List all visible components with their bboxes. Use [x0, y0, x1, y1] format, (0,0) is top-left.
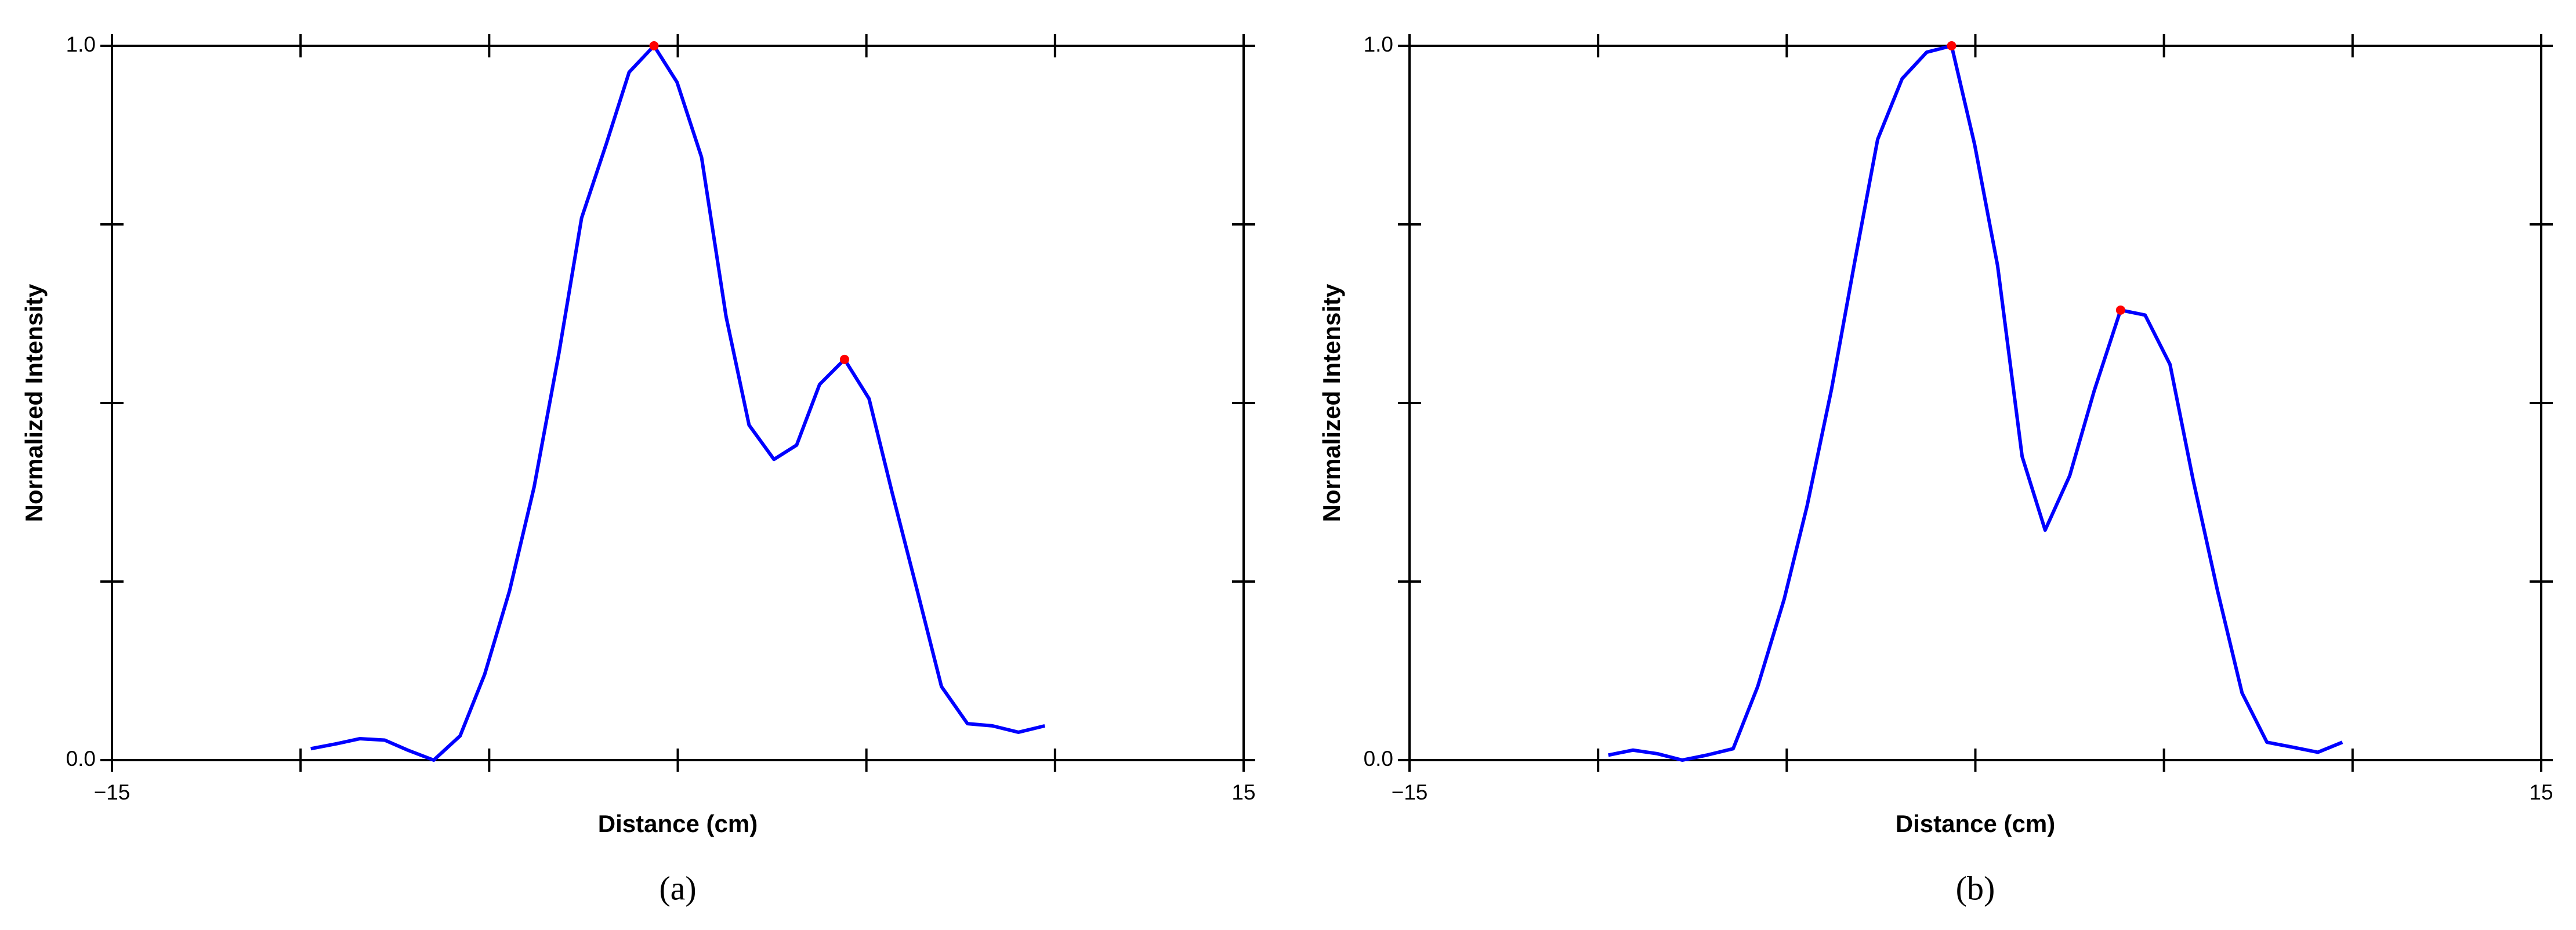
x-axis-title: Distance (cm): [598, 810, 758, 837]
x-tick-label: 15: [1231, 780, 1255, 804]
x-tick-label: −15: [94, 780, 131, 804]
y-tick-label: 1.0: [66, 32, 96, 56]
y-tick-label: 0.0: [66, 747, 96, 771]
y-tick-label: 0.0: [1364, 747, 1393, 771]
peak-marker: [839, 354, 849, 364]
y-axis-title: Normalized Intensity: [20, 284, 48, 522]
peak-marker: [649, 41, 659, 50]
y-axis-title: Normalized Intensity: [1318, 284, 1345, 522]
peak-marker: [1947, 41, 1957, 50]
peak-marker: [2115, 305, 2125, 315]
x-tick-label: −15: [1392, 780, 1428, 804]
caption: (a): [659, 869, 696, 907]
plot-frame: [111, 45, 1245, 761]
data-line: [1608, 44, 2343, 762]
data-line: [310, 44, 1045, 762]
x-axis-title: Distance (cm): [1896, 810, 2055, 837]
y-tick-label: 1.0: [1364, 32, 1393, 56]
x-tick-label: 15: [2529, 780, 2553, 804]
caption: (b): [1956, 869, 1995, 907]
